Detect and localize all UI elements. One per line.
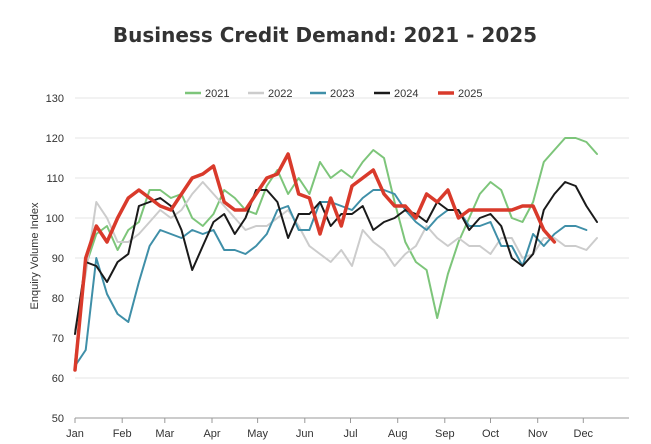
y-tick-label: 100 — [46, 213, 64, 225]
x-axis: Jan Feb Mar Apr May Jun Jul Aug Sep Oct Nov Dec — [66, 418, 594, 440]
gridlines — [75, 97, 629, 419]
y-tick-label: 50 — [52, 413, 64, 425]
x-tick-label: Apr — [203, 428, 220, 440]
x-tick-label: Oct — [482, 428, 499, 440]
y-tick-label: 70 — [52, 333, 64, 345]
x-tick-label: Jul — [343, 428, 357, 440]
series-line-2022 — [74, 181, 598, 331]
x-tick-label: Jun — [296, 428, 314, 440]
y-tick-label: 90 — [52, 253, 64, 265]
x-tick-label: May — [247, 428, 268, 440]
series-line-2023 — [74, 189, 588, 367]
chart-legend: 2021 2022 2023 2024 2025 — [185, 88, 482, 100]
y-tick-label: 130 — [46, 93, 64, 105]
x-tick-label: Jan — [66, 428, 84, 440]
series-lines — [73, 137, 598, 372]
x-tick-label: Sep — [435, 428, 455, 440]
y-tick-label: 120 — [46, 133, 64, 145]
y-tick-label: 110 — [46, 173, 64, 185]
y-axis-label: Enquiry Volume Index — [29, 202, 41, 310]
y-tick-label: 80 — [52, 293, 64, 305]
legend-label-2022: 2022 — [268, 88, 292, 100]
legend-label-2024: 2024 — [394, 88, 418, 100]
x-tick-label: Dec — [574, 428, 594, 440]
y-tick-label: 60 — [52, 373, 64, 385]
legend-label-2025: 2025 — [458, 88, 482, 100]
x-tick-label: Mar — [155, 428, 174, 440]
x-tick-label: Nov — [528, 428, 548, 440]
x-tick-label: Aug — [388, 428, 408, 440]
series-line-2024 — [74, 181, 598, 335]
legend-label-2023: 2023 — [330, 88, 354, 100]
series-line-2021 — [74, 137, 598, 363]
series-line-2025 — [73, 152, 557, 372]
y-axis: 50 60 70 80 90 100 110 120 130 — [46, 93, 64, 425]
chart-title: Business Credit Demand: 2021 - 2025 — [113, 23, 537, 47]
legend-label-2021: 2021 — [205, 88, 229, 100]
x-tick-label: Feb — [113, 428, 132, 440]
